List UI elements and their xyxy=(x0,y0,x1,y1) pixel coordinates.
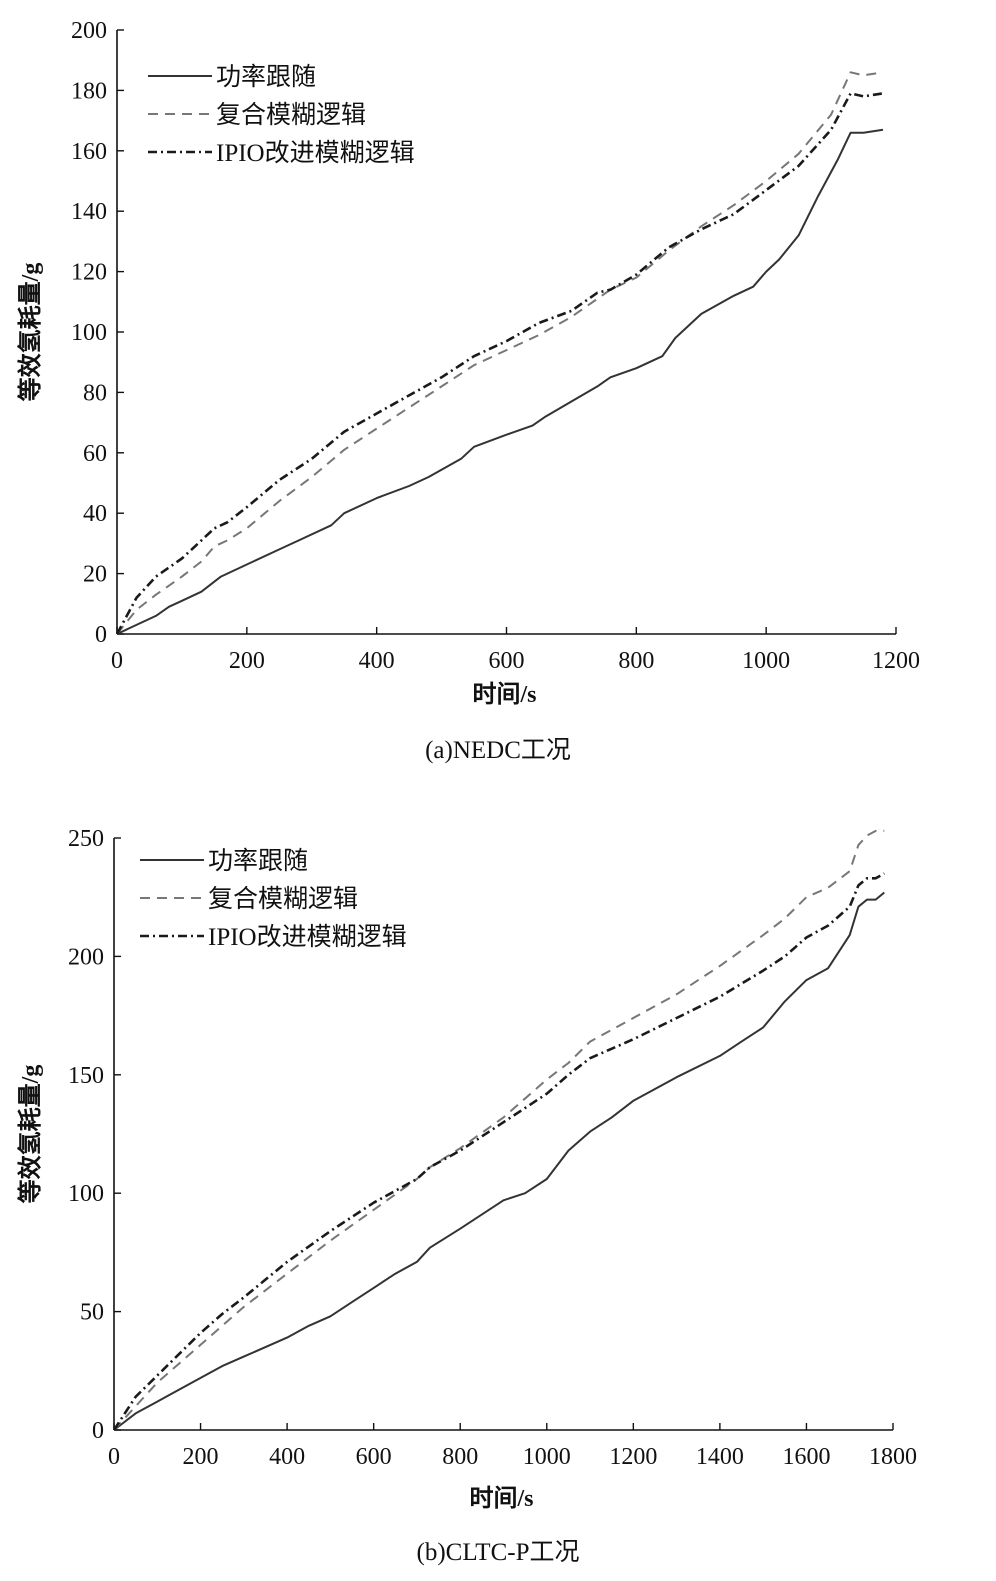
y-tick-label: 100 xyxy=(68,1181,104,1207)
series-line-1 xyxy=(113,829,885,1431)
y-axis-label: 等效氢耗量/g xyxy=(16,1065,44,1204)
figure-caption: (b)CLTC-P工况 xyxy=(417,1539,580,1566)
y-tick-label: 180 xyxy=(71,78,107,104)
series-line-0 xyxy=(113,891,885,1431)
x-tick-label: 1600 xyxy=(782,1444,830,1470)
legend-label: 复合模糊逻辑 xyxy=(208,885,358,913)
x-tick-label: 800 xyxy=(618,648,654,674)
figure-caption: (a)NEDC工况 xyxy=(425,737,571,764)
x-tick-label: 400 xyxy=(269,1444,305,1470)
x-tick-label: 0 xyxy=(111,648,123,674)
legend-label: 功率跟随 xyxy=(208,847,308,875)
legend-label: 功率跟随 xyxy=(216,63,316,91)
y-tick-label: 80 xyxy=(83,380,107,406)
y-tick-label: 250 xyxy=(68,826,104,852)
x-tick-label: 1800 xyxy=(869,1444,917,1470)
y-tick-label: 60 xyxy=(83,441,107,467)
y-tick-label: 200 xyxy=(68,944,104,970)
series-line-0 xyxy=(116,128,884,635)
x-tick-label: 200 xyxy=(229,648,265,674)
x-axis-label: 时间/s xyxy=(469,1485,533,1512)
y-axis-label: 等效氢耗量/g xyxy=(16,263,44,402)
x-tick-label: 600 xyxy=(356,1444,392,1470)
x-tick-label: 1400 xyxy=(696,1444,744,1470)
x-tick-label: 1200 xyxy=(609,1444,657,1470)
x-tick-label: 600 xyxy=(489,648,525,674)
legend-label: 复合模糊逻辑 xyxy=(216,101,366,129)
x-tick-label: 0 xyxy=(108,1444,120,1470)
y-tick-label: 0 xyxy=(95,622,107,648)
x-tick-label: 400 xyxy=(359,648,395,674)
y-tick-label: 20 xyxy=(83,562,107,588)
y-tick-label: 100 xyxy=(71,320,107,346)
x-tick-label: 1000 xyxy=(742,648,790,674)
y-tick-label: 140 xyxy=(71,199,107,225)
legend-label: IPIO改进模糊逻辑 xyxy=(208,923,407,951)
chart-panel-b: 0 50 100 150 200 250 0 200 400 600 800 1000 1200 1400… xyxy=(16,826,917,1566)
y-tick-label: 40 xyxy=(83,501,107,527)
legend-label: IPIO改进模糊逻辑 xyxy=(216,139,415,167)
chart-panel-a: 0 20 40 60 80 100 120 140 160 180 200 0 200 400 600 800… xyxy=(16,18,920,764)
y-tick-label: 50 xyxy=(80,1300,104,1326)
series-line-1 xyxy=(116,71,884,635)
y-tick-label: 0 xyxy=(92,1418,104,1444)
y-tick-label: 160 xyxy=(71,139,107,165)
x-tick-label: 1200 xyxy=(872,648,920,674)
y-tick-label: 150 xyxy=(68,1063,104,1089)
x-axis-label: 时间/s xyxy=(472,681,536,708)
x-tick-label: 1000 xyxy=(523,1444,571,1470)
y-tick-label: 120 xyxy=(71,260,107,286)
series-line-2 xyxy=(112,872,885,1431)
x-tick-label: 800 xyxy=(442,1444,478,1470)
y-tick-label: 200 xyxy=(71,18,107,44)
series-line-2 xyxy=(115,92,884,635)
x-tick-label: 200 xyxy=(183,1444,219,1470)
